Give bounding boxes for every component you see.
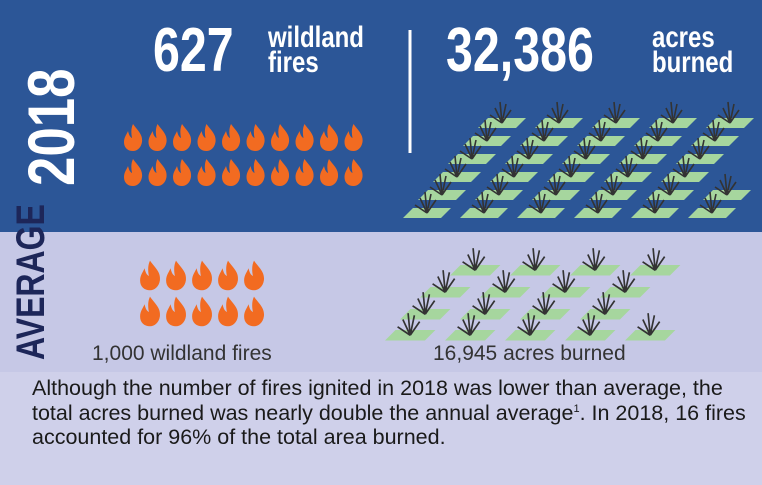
acres-label: burned	[652, 44, 733, 78]
fires-number: 627	[153, 15, 234, 84]
year-panel	[0, 0, 762, 232]
acres-label: acres	[652, 19, 715, 53]
average-panel	[0, 232, 762, 372]
acres-number: 32,386	[446, 15, 594, 84]
note-text: Although the number of fires ignited in …	[32, 376, 723, 425]
average-heading: AVERAGE	[8, 204, 53, 360]
fires-label: wildland	[267, 19, 364, 53]
footnote: 1	[573, 402, 580, 415]
note: Although the number of fires ignited in …	[32, 376, 747, 450]
average-acres: 16,945 acres burned	[433, 342, 626, 365]
infographic: 2018 627 wildland fires 32,386 acres bur…	[0, 0, 762, 372]
fires-label: fires	[268, 44, 319, 78]
year: 2018	[14, 69, 88, 186]
average-fires: 1,000 wildland fires	[92, 342, 272, 365]
note-text: . In 2018, 16 fires accounted for 96% of…	[32, 400, 746, 450]
